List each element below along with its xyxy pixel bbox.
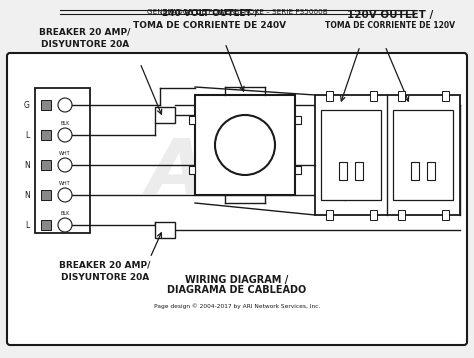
Text: BREAKER 20 AMP/
DISYUNTORE 20A: BREAKER 20 AMP/ DISYUNTORE 20A: [59, 260, 151, 281]
Bar: [393, 110, 453, 200]
Bar: [295, 116, 301, 124]
Circle shape: [58, 188, 72, 202]
Text: DIAGRAMA DE CABLEADO: DIAGRAMA DE CABLEADO: [167, 285, 307, 295]
Bar: [41, 100, 51, 110]
Text: BLK: BLK: [60, 211, 70, 216]
Circle shape: [58, 158, 72, 172]
Bar: [427, 162, 435, 180]
Bar: [326, 210, 333, 220]
Text: L: L: [25, 221, 29, 229]
Bar: [442, 91, 449, 101]
FancyBboxPatch shape: [7, 53, 467, 345]
Bar: [315, 95, 460, 215]
Text: WHT: WHT: [59, 151, 71, 156]
Bar: [35, 88, 90, 233]
Bar: [155, 107, 175, 123]
Text: Page design © 2004-2017 by ARI Network Services, Inc.: Page design © 2004-2017 by ARI Network S…: [154, 303, 320, 309]
Text: G: G: [24, 101, 30, 110]
Bar: [189, 166, 195, 174]
Circle shape: [58, 218, 72, 232]
Bar: [370, 210, 377, 220]
Bar: [398, 91, 405, 101]
Text: N: N: [24, 190, 30, 199]
Text: TOMA DE CORRIENTE DE 120V: TOMA DE CORRIENTE DE 120V: [325, 21, 455, 30]
Text: ARI: ARI: [147, 136, 293, 210]
Bar: [442, 210, 449, 220]
Bar: [195, 95, 295, 195]
Text: N: N: [24, 160, 30, 169]
Bar: [370, 91, 377, 101]
Bar: [41, 160, 51, 170]
Text: BREAKER 20 AMP/
DISYUNTORE 20A: BREAKER 20 AMP/ DISYUNTORE 20A: [39, 28, 131, 49]
Bar: [189, 116, 195, 124]
Bar: [155, 222, 175, 238]
Bar: [321, 110, 381, 200]
Bar: [339, 162, 347, 180]
Text: 120V OUTLET /: 120V OUTLET /: [347, 10, 433, 20]
Text: WIRING DIAGRAM /: WIRING DIAGRAM /: [185, 275, 289, 285]
Text: WHT: WHT: [59, 181, 71, 186]
Circle shape: [58, 128, 72, 142]
Bar: [398, 210, 405, 220]
Bar: [41, 190, 51, 200]
Text: BLK: BLK: [60, 121, 70, 126]
Bar: [295, 166, 301, 174]
Bar: [411, 162, 419, 180]
Text: L: L: [25, 131, 29, 140]
Bar: [41, 130, 51, 140]
Text: 240 VOLT OUTLET /
TOMA DE CORRIENTE DE 240V: 240 VOLT OUTLET / TOMA DE CORRIENTE DE 2…: [134, 9, 287, 30]
Bar: [355, 162, 363, 180]
Circle shape: [58, 98, 72, 112]
Bar: [41, 220, 51, 230]
Circle shape: [215, 115, 275, 175]
Bar: [326, 91, 333, 101]
Text: GENERADOR DE POWERSTROKE – SERIE PS5000B: GENERADOR DE POWERSTROKE – SERIE PS5000B: [146, 9, 328, 15]
